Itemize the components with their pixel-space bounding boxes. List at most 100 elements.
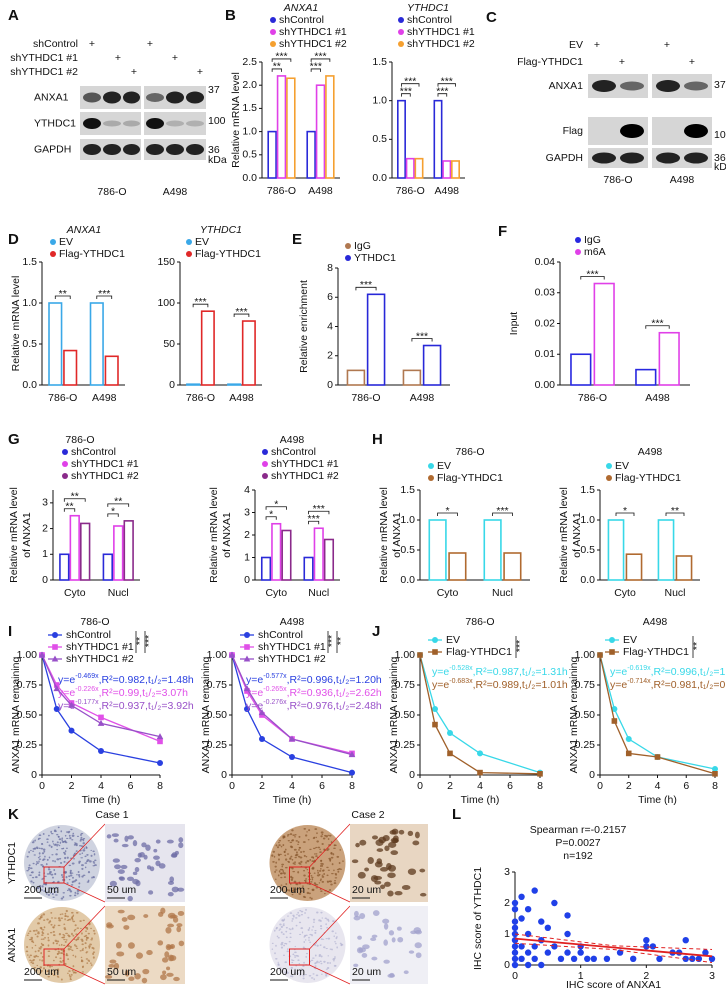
y-tick-label: 1.0 — [580, 514, 595, 526]
cell-nucleus — [325, 835, 328, 838]
bar — [570, 353, 592, 386]
cell-nucleus — [382, 834, 390, 842]
cell-nucleus — [63, 851, 66, 854]
x-tick-label: 8 — [157, 780, 163, 792]
cell-nucleus — [71, 834, 75, 837]
cell-nucleus — [334, 877, 338, 879]
legend-marker — [52, 644, 58, 650]
cell-nucleus — [302, 887, 305, 890]
y-tick-label: 2 — [42, 522, 48, 534]
cell-nucleus — [312, 921, 316, 923]
marker-label: 100 — [208, 115, 226, 127]
cell-nucleus — [274, 865, 277, 868]
legend-marker — [244, 644, 250, 650]
cell-nucleus — [308, 975, 312, 977]
cell-nucleus — [51, 972, 54, 975]
cell-nucleus — [277, 961, 279, 963]
cell-nucleus — [327, 937, 331, 940]
legend-marker — [609, 637, 615, 643]
cell-nucleus — [286, 971, 289, 974]
cell-nucleus — [297, 955, 300, 957]
cell-nucleus — [274, 878, 277, 880]
legend-label: Flag-YTHDC1 — [615, 472, 681, 484]
cell-nucleus — [314, 853, 316, 855]
cell-nucleus — [52, 926, 55, 929]
data-point — [597, 652, 603, 658]
x-tick-label: 0 — [417, 780, 423, 792]
cell-nucleus — [69, 836, 72, 840]
y-tick-label: 4 — [327, 320, 333, 332]
cell-nucleus — [56, 975, 59, 978]
significance-bracket — [308, 520, 320, 525]
cell-nucleus — [78, 882, 81, 885]
cell-nucleus — [65, 841, 68, 844]
legend-marker — [428, 475, 434, 481]
fit-equation: y=e-0.577x,R²=0.996,t₁/₂=1.20h — [246, 673, 382, 686]
legend-label: shYTHDC1 #2 — [66, 653, 134, 665]
cell-nucleus — [323, 872, 326, 876]
cell-nucleus — [290, 855, 293, 858]
y-tick-label: 0 — [221, 769, 227, 781]
cell-nucleus — [55, 853, 58, 856]
data-point — [656, 955, 663, 962]
cell-nucleus — [277, 937, 280, 939]
cell-nucleus — [85, 934, 88, 937]
cell-nucleus — [342, 860, 344, 863]
chart-title: n=192 — [563, 850, 593, 862]
y-axis-label: of ANXA1 — [571, 512, 583, 558]
cell-nucleus — [76, 892, 79, 895]
cell-nucleus — [82, 849, 86, 852]
cell-nucleus — [70, 948, 72, 950]
cell-nucleus — [36, 964, 39, 967]
cell-nucleus — [37, 932, 40, 935]
data-point — [538, 918, 545, 925]
cell-nucleus — [383, 959, 390, 964]
zoom-line — [309, 905, 351, 950]
y-tick-label: 3 — [504, 866, 510, 878]
cell-nucleus — [278, 841, 280, 844]
chart-title: YTHDC1 — [407, 2, 449, 14]
cell-nucleus — [67, 958, 70, 960]
y-tick-label: 1.5 — [580, 484, 595, 496]
panel-letter: E — [292, 231, 302, 248]
row-label: YTHDC1 — [6, 842, 18, 884]
cell-nucleus — [333, 882, 337, 885]
cell-nucleus — [79, 920, 82, 923]
chart-title: A498 — [643, 616, 668, 628]
y-tick-label: 0 — [244, 574, 250, 586]
cell-nucleus — [315, 962, 318, 964]
plus-sign: + — [619, 56, 625, 68]
blot-band — [146, 118, 164, 129]
cell-nucleus — [29, 867, 33, 870]
data-point — [38, 651, 46, 658]
cell-nucleus — [90, 854, 93, 857]
cell-nucleus — [336, 936, 338, 938]
legend-marker — [432, 649, 438, 655]
cell-nucleus — [321, 875, 325, 878]
y-tick-label: 0 — [504, 959, 510, 971]
cell-nucleus — [379, 867, 389, 872]
cell-nucleus — [52, 959, 55, 962]
zoom-line — [63, 823, 106, 868]
cell-nucleus — [32, 850, 35, 852]
marker-label: 37 — [714, 79, 726, 91]
cell-nucleus — [60, 917, 64, 919]
cell-nucleus — [71, 839, 74, 841]
cell-nucleus — [329, 961, 331, 964]
cell-nucleus — [383, 939, 388, 946]
zoom-box — [289, 866, 310, 884]
cell-nucleus — [52, 843, 55, 845]
cell-nucleus — [33, 854, 36, 856]
cell-nucleus — [298, 848, 300, 851]
data-point — [289, 754, 295, 760]
legend-marker — [345, 243, 351, 249]
y-axis-label: Input — [508, 312, 520, 335]
cell-nucleus — [286, 835, 289, 837]
cell-nucleus — [112, 858, 120, 863]
cell-nucleus — [287, 948, 289, 951]
blot-row-label: Flag — [563, 125, 584, 137]
cell-nucleus — [320, 962, 323, 965]
cell-nucleus — [271, 854, 274, 857]
cell-nucleus — [300, 910, 304, 913]
cell-nucleus — [326, 926, 329, 929]
